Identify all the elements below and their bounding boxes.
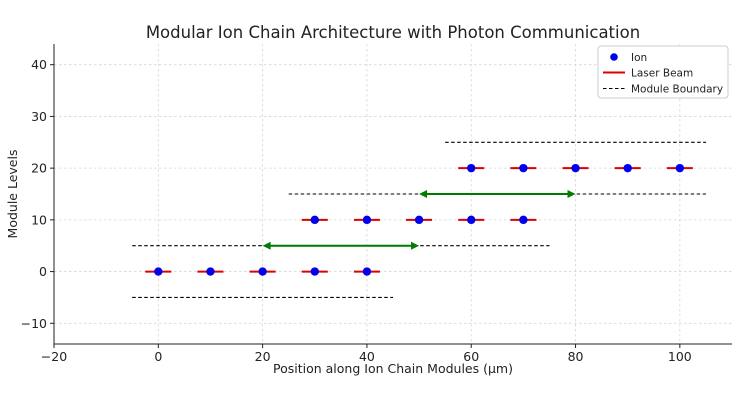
ion-marker — [362, 215, 372, 225]
module-boundaries — [132, 141, 706, 298]
ion-marker — [310, 215, 319, 225]
ions — [154, 163, 685, 276]
legend-ion-marker — [610, 53, 618, 61]
photon-links — [262, 190, 576, 250]
y-tick-label: 0 — [39, 264, 47, 279]
x-tick-label: 100 — [668, 349, 692, 364]
ion-marker — [519, 163, 528, 173]
y-tick-label: 30 — [31, 109, 47, 124]
ion-marker — [154, 267, 163, 276]
x-tick-label: 40 — [359, 349, 375, 364]
ion-marker — [571, 163, 580, 173]
legend-ion-label: Ion — [631, 52, 647, 64]
x-ticks: −20 0 20 40 60 80 100 — [41, 344, 692, 364]
y-axis-label: Module Levels — [5, 150, 20, 239]
y-tick-label: −10 — [21, 316, 47, 331]
x-axis-label: Position along Ion Chain Modules (μm) — [273, 361, 513, 376]
y-ticks: −10 0 10 20 30 40 — [21, 57, 54, 331]
photon-link-arrowhead — [262, 241, 271, 250]
legend: Ion Laser Beam Module Boundary — [597, 45, 729, 99]
ion-marker — [310, 267, 319, 276]
ion-marker — [258, 267, 267, 276]
photon-link-arrowhead — [419, 190, 428, 198]
axes — [53, 44, 732, 345]
ion-marker — [362, 267, 372, 276]
chart-title: Modular Ion Chain Architecture with Phot… — [146, 23, 640, 42]
y-tick-label: 40 — [31, 57, 47, 72]
y-tick-label: 20 — [31, 161, 47, 176]
x-tick-label: 0 — [154, 349, 162, 364]
ion-marker — [467, 215, 476, 225]
ion-marker — [467, 163, 476, 173]
ion-marker — [206, 267, 215, 276]
legend-box — [597, 45, 729, 99]
legend-laser-label: Laser Beam — [631, 68, 693, 80]
x-tick-label: 60 — [463, 349, 479, 364]
x-tick-label: 80 — [568, 349, 584, 364]
ion-marker — [519, 215, 528, 225]
photon-link-arrowhead — [567, 190, 576, 198]
y-tick-label: 10 — [31, 212, 47, 227]
ion-marker — [675, 163, 685, 173]
legend-boundary-label: Module Boundary — [631, 84, 723, 96]
ion-marker — [414, 215, 424, 225]
ion-marker — [623, 163, 632, 173]
x-tick-label: 20 — [255, 349, 271, 364]
photon-link-arrowhead — [411, 241, 420, 250]
x-tick-label: −20 — [41, 349, 67, 364]
